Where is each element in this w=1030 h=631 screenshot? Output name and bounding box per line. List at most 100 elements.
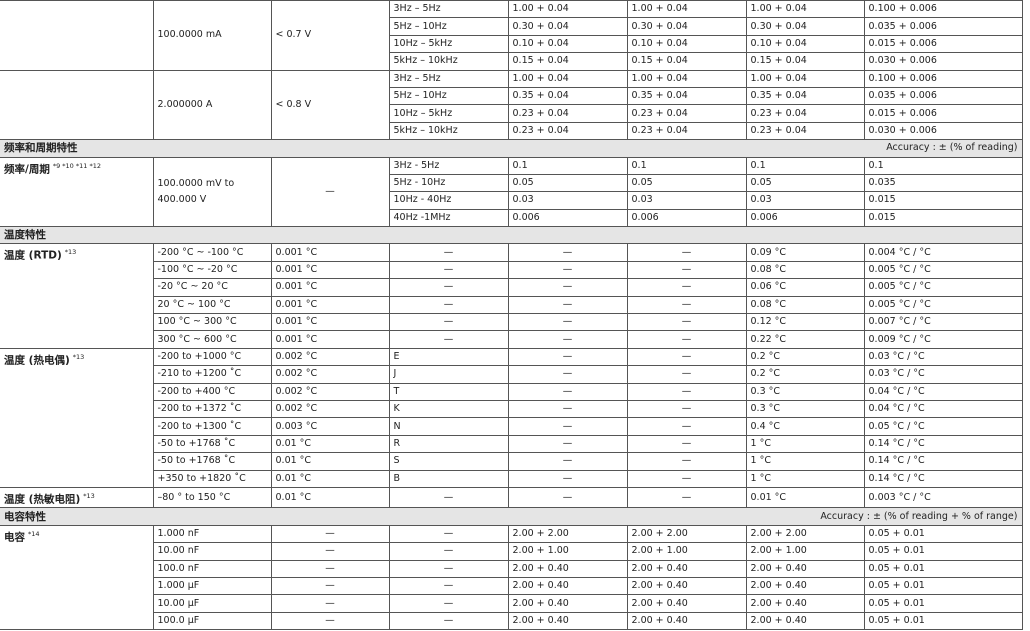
value-cell: 3Hz – 5Hz — [388, 0, 509, 19]
section-row: 电容特性 Accuracy : ± (% of reading + % of ra… — [0, 507, 1023, 526]
value-cell: 3Hz – 5Hz — [388, 69, 509, 88]
value-cell: 0.12 °C — [745, 313, 865, 332]
value-cell: 0.4 °C — [745, 417, 865, 436]
value-cell: — — [626, 295, 747, 315]
value-cell: 2.00 + 0.40 — [626, 576, 747, 596]
section-row: 频率和周期特性 Accuracy : ± (% of reading) — [0, 139, 1023, 158]
section-cell: 电容特性 Accuracy : ± (% of reading + % of ra… — [0, 507, 1023, 526]
value-cell: 2.00 + 0.40 — [626, 594, 747, 613]
table-row: -210 to +1200 ˚C 0.002 °C J — —0.2 °C 0.03 °C… — [0, 365, 1023, 384]
value-cell: — — [388, 576, 509, 596]
table-row: 1.000 µF — —2.00 + 0.40 2.00 + 0.40 2.00 + 0… — [0, 576, 1023, 596]
function-label: 频率/周期 — [4, 163, 50, 176]
value-cell: 0.002 °C — [270, 347, 390, 367]
value-cell: -50 to +1768 ˚C — [152, 434, 272, 454]
value-cell: 0.14 °C / °C — [863, 434, 1023, 454]
value-cell: 0.001 °C — [270, 278, 390, 297]
value-cell: 2.00 + 0.40 — [745, 611, 865, 631]
value-cell: — — [507, 399, 628, 419]
value-cell: — — [507, 452, 628, 471]
value-cell: 1 °C — [745, 469, 865, 488]
value-cell: — — [507, 243, 628, 262]
value-cell: — — [626, 243, 747, 262]
range-cell: 2.000000 A — [152, 69, 272, 141]
value-cell: 0.05 °C / °C — [863, 417, 1023, 436]
value-cell: — — [507, 330, 628, 349]
value-cell: — — [270, 576, 390, 596]
value-cell: 1 °C — [745, 452, 865, 471]
value-cell: — — [626, 278, 747, 297]
value-cell: — — [626, 486, 747, 509]
value-cell: 0.01 °C — [270, 469, 390, 488]
value-cell: — — [626, 399, 747, 419]
value-cell: — — [270, 594, 390, 613]
value-cell: 0.23 + 0.04 — [745, 121, 865, 141]
value-cell: 0.03 — [745, 191, 865, 210]
table-row: -200 to +1300 ˚C 0.003 °C N — —0.4 °C 0.05 °C… — [0, 417, 1023, 436]
value-cell: 0.05 + 0.01 — [863, 576, 1023, 596]
value-cell: — — [388, 486, 509, 509]
value-cell: -100 °C ~ -20 °C — [152, 260, 272, 280]
value-cell: 0.2 °C — [745, 365, 865, 384]
value-cell: 0.15 + 0.04 — [626, 52, 747, 71]
value-cell: 1.00 + 0.04 — [507, 0, 628, 19]
value-cell: — — [626, 469, 747, 488]
value-cell: 0.015 + 0.006 — [863, 104, 1023, 123]
table-row: -50 to +1768 ˚C 0.01 °C R — —1 °C 0.14 °C / °… — [0, 434, 1023, 454]
value-cell: 10Hz – 5kHz — [388, 104, 509, 123]
value-cell: 0.09 °C — [745, 243, 865, 262]
table-row: 100.0 nF — —2.00 + 0.40 2.00 + 0.40 2.00 + 0… — [0, 559, 1023, 579]
table-row: 温度 (热电偶) *13 -200 to +1000 °C 0.002 °C E — —0.… — [0, 347, 1023, 488]
value-cell: 0.035 + 0.006 — [863, 86, 1023, 106]
value-cell: 0.004 °C / °C — [863, 243, 1023, 262]
value-cell: 0.15 + 0.04 — [745, 52, 865, 71]
value-cell: 0.01 °C — [270, 434, 390, 454]
value-cell: — — [388, 524, 509, 544]
value-cell: 0.030 + 0.006 — [863, 121, 1023, 141]
value-cell: 0.15 + 0.04 — [507, 52, 628, 71]
value-cell: — — [388, 260, 509, 280]
value-cell: 1 °C — [745, 434, 865, 454]
table-row: 300 °C ~ 600 °C 0.001 °C — — —0.22 °C 0.009 °… — [0, 330, 1023, 349]
value-cell: 0.23 + 0.04 — [507, 104, 628, 123]
section-note: Accuracy : ± (% of reading) — [886, 142, 1018, 154]
value-cell: 0.10 + 0.04 — [507, 34, 628, 54]
value-cell: — — [507, 486, 628, 509]
value-cell: 1.00 + 0.04 — [745, 0, 865, 19]
value-cell: 0.05 — [626, 173, 747, 193]
value-cell: 300 °C ~ 600 °C — [152, 330, 272, 349]
value-cell: 10.00 µF — [152, 594, 272, 613]
section-title: 温度特性 — [4, 229, 46, 242]
value-cell: -20 °C ~ 20 °C — [152, 278, 272, 297]
table-row: -20 °C ~ 20 °C 0.001 °C — — —0.06 °C 0.005 °C… — [0, 278, 1023, 297]
value-cell: — — [507, 469, 628, 488]
value-cell: 1.00 + 0.04 — [626, 69, 747, 88]
value-cell: 0.01 °C — [270, 452, 390, 471]
section-note: Accuracy : ± (% of reading + % of range) — [820, 510, 1018, 522]
footnote-ref: *14 — [28, 529, 40, 538]
value-cell: -200 to +1300 ˚C — [152, 417, 272, 436]
value-cell: 0.30 + 0.04 — [507, 17, 628, 36]
value-cell: 0.3 °C — [745, 399, 865, 419]
value-cell: 0.005 °C / °C — [863, 278, 1023, 297]
value-cell: 20 °C ~ 100 °C — [152, 295, 272, 315]
range-cell: 100.0000 mV to 400.000 V — [152, 156, 272, 228]
table-row: 10Hz – 5kHz 0.23 + 0.04 0.23 + 0.04 0.23 + … — [0, 104, 1023, 123]
value-cell: 0.001 °C — [270, 313, 390, 332]
value-cell: 2.00 + 0.40 — [626, 559, 747, 579]
table-row: 10.00 nF — —2.00 + 1.00 2.00 + 1.00 2.00 + 1… — [0, 542, 1023, 561]
function-label: 电容 — [4, 531, 25, 544]
value-cell: 0.23 + 0.04 — [745, 104, 865, 123]
value-cell: 0.23 + 0.04 — [626, 104, 747, 123]
value-cell: — — [507, 260, 628, 280]
function-label: 温度 (热敏电阻) — [4, 493, 81, 506]
section-title: 频率和周期特性 — [4, 142, 78, 155]
value-cell: 0.03 — [507, 191, 628, 210]
value-cell: 0.100 + 0.006 — [863, 69, 1023, 88]
section-cell: 频率和周期特性 Accuracy : ± (% of reading) — [0, 139, 1023, 158]
value-cell: -50 to +1768 ˚C — [152, 452, 272, 471]
value-cell: — — [388, 295, 509, 315]
value-cell: 0.006 — [507, 208, 628, 228]
value-cell: E — [388, 347, 509, 367]
